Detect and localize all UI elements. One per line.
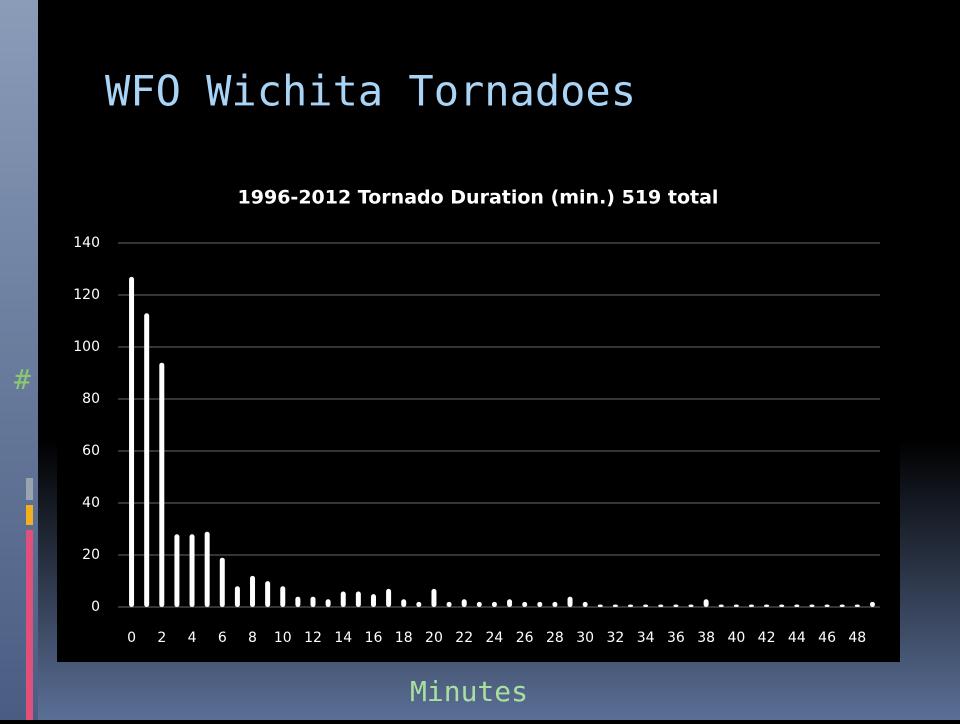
- bar: [628, 604, 634, 607]
- y-tick-label: 120: [73, 287, 100, 303]
- bar: [401, 599, 407, 607]
- x-tick-label: 38: [697, 630, 715, 646]
- bar: [522, 601, 528, 607]
- x-tick-label: 34: [637, 630, 655, 646]
- bar: [779, 604, 785, 607]
- bar: [476, 601, 482, 607]
- bar: [491, 601, 497, 607]
- x-tick-label: 32: [606, 630, 624, 646]
- bar: [552, 601, 558, 607]
- accent: [26, 530, 33, 720]
- bar: [703, 599, 709, 607]
- bar: [582, 601, 588, 607]
- bar: [839, 604, 845, 607]
- chart-area: [57, 165, 900, 662]
- bar: [265, 581, 271, 607]
- bar: [507, 599, 513, 607]
- y-tick-label: 20: [82, 547, 100, 563]
- x-tick-label: 30: [576, 630, 594, 646]
- bar: [159, 362, 165, 607]
- x-tick-label: 6: [218, 630, 227, 646]
- bar: [673, 604, 679, 607]
- x-tick-label: 28: [546, 630, 564, 646]
- accent: [26, 505, 33, 525]
- bar: [174, 534, 180, 607]
- bar: [129, 276, 135, 607]
- bar: [809, 604, 815, 607]
- bar: [189, 534, 195, 607]
- chart-title: 1996-2012 Tornado Duration (min.) 519 to…: [238, 187, 719, 209]
- bar: [537, 601, 543, 607]
- bar: [658, 604, 664, 607]
- x-tick-label: 18: [395, 630, 413, 646]
- accent: [26, 478, 33, 500]
- x-tick-label: 42: [758, 630, 776, 646]
- bar: [854, 604, 860, 607]
- x-tick-label: 20: [425, 630, 443, 646]
- bar: [325, 599, 331, 607]
- x-tick-label: 26: [516, 630, 534, 646]
- x-tick-label: 14: [334, 630, 352, 646]
- bar: [794, 604, 800, 607]
- y-tick-label: 80: [82, 391, 100, 407]
- bar: [597, 604, 603, 607]
- bar: [718, 604, 724, 607]
- bar: [340, 591, 346, 607]
- bar: [869, 601, 875, 607]
- x-tick-label: 2: [157, 630, 166, 646]
- x-tick-label: 16: [365, 630, 383, 646]
- x-tick-label: 40: [727, 630, 745, 646]
- y-tick-label: 60: [82, 443, 100, 459]
- x-tick-label: 12: [304, 630, 322, 646]
- x-tick-label: 46: [818, 630, 836, 646]
- bar: [688, 604, 694, 607]
- bar: [567, 596, 573, 607]
- bar: [612, 604, 618, 607]
- bar: [144, 313, 150, 607]
- bar: [234, 586, 240, 607]
- x-tick-label: 36: [667, 630, 685, 646]
- bar: [370, 594, 376, 607]
- x-tick-label: 4: [188, 630, 197, 646]
- bar: [643, 604, 649, 607]
- bar: [355, 591, 361, 607]
- x-tick-label: 10: [274, 630, 292, 646]
- bar: [431, 588, 437, 607]
- y-tick-label: 140: [73, 235, 100, 251]
- slide-title: WFO Wichita Tornadoes: [105, 67, 636, 116]
- bar: [748, 604, 754, 607]
- bar: [250, 575, 256, 607]
- y-tick-label: 40: [82, 495, 100, 511]
- bullet: #: [14, 363, 31, 396]
- bar: [446, 601, 452, 607]
- y-tick-label: 100: [73, 339, 100, 355]
- bar: [219, 557, 225, 607]
- bar: [295, 596, 301, 607]
- bar: [280, 586, 286, 607]
- bar: [824, 604, 830, 607]
- x-tick-label: 8: [248, 630, 257, 646]
- x-tick-label: 48: [848, 630, 866, 646]
- bar: [204, 531, 210, 607]
- axis-caption: Minutes: [410, 675, 528, 708]
- x-tick-label: 24: [486, 630, 504, 646]
- y-tick-label: 0: [91, 599, 100, 615]
- x-tick-label: 44: [788, 630, 806, 646]
- bar: [386, 588, 392, 607]
- bar: [733, 604, 739, 607]
- x-tick-label: 0: [127, 630, 136, 646]
- x-tick-label: 22: [455, 630, 473, 646]
- bar: [416, 601, 422, 607]
- bar: [310, 596, 316, 607]
- bar: [764, 604, 770, 607]
- bar: [461, 599, 467, 607]
